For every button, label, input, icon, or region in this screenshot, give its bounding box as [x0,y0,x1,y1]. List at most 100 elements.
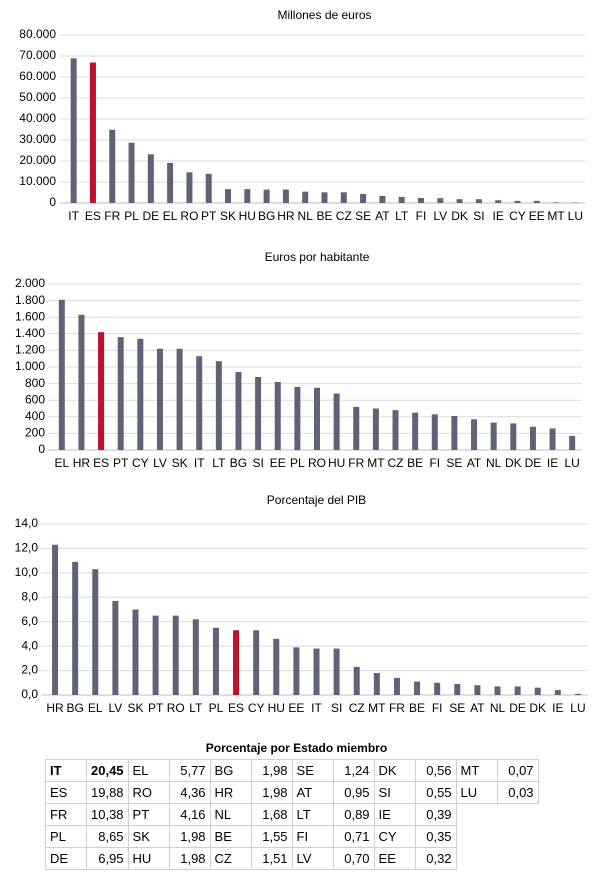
bar [253,630,260,695]
table-row: FR 10,38 PT 4,16 NL 1,68 LT 0,89 IE 0,39 [45,803,539,826]
x-tick-label: SK [220,209,236,223]
chart-title: Euros por habitante [265,250,370,264]
country-code: SI [373,781,416,804]
table-title: Porcentaje por Estado miembro [205,741,388,755]
x-tick-label: SE [449,701,465,715]
bar [156,348,163,450]
x-tick-label: FI [416,209,427,223]
y-tick-label: 2.000 [15,276,45,290]
x-tick-label: EL [163,209,178,223]
bar [132,609,139,695]
x-tick-label: PL [209,701,224,715]
bar [393,677,400,695]
bar [456,199,463,203]
bar [514,686,521,695]
x-tick-label: IT [68,209,79,223]
x-tick-label: MT [367,456,385,470]
bar [553,202,560,203]
bar [451,415,458,450]
country-code: PT [127,803,170,826]
bar [514,200,521,203]
country-code: EL [127,759,170,782]
y-tick-label: 2,0 [21,663,38,677]
x-tick-label: CZ [336,209,352,223]
bar [225,189,232,203]
x-tick-label: EL [54,456,69,470]
bar [534,687,541,695]
x-tick-label: NL [490,701,506,715]
chart-title: Porcentaje del PIB [267,493,366,507]
x-tick-label: PT [201,209,217,223]
bar [137,338,144,450]
country-code: IT [45,759,87,782]
country-code: RO [127,781,170,804]
share-value: 0,55 [414,781,457,804]
x-tick-label: MT [547,209,565,223]
share-value: 1,98 [168,847,211,870]
x-tick-label: SE [355,209,371,223]
share-value: 1,98 [168,825,211,848]
charts: Millones de euros 0 10.000 20.000 30.000 40.0… [15,8,588,715]
x-tick-label: FR [389,701,405,715]
bar [314,387,320,450]
bar [434,682,441,695]
bar [273,638,280,695]
bar [72,561,79,695]
country-code: IE [373,803,416,826]
share-value: 19,88 [86,781,129,804]
share-value: 1,55 [250,825,293,848]
share-value: 1,98 [250,781,293,804]
x-tick-label: DK [529,701,546,715]
y-tick-label: 8,0 [21,589,38,603]
x-tick-label: RO [180,209,198,223]
y-tick-label: 10.000 [19,174,56,188]
y-tick-label: 50.000 [19,90,56,104]
bar [302,191,309,203]
y-tick-label: 12,0 [15,541,39,555]
country-code: AT [291,781,334,804]
bar [89,62,96,204]
bar [412,412,419,450]
y-tick-label: 600 [25,392,45,406]
x-tick-label: EE [529,209,545,223]
bar [379,195,386,203]
bar [333,393,340,450]
x-tick-label: EL [88,701,103,715]
x-tick-label: PT [148,701,164,715]
bar [128,142,135,203]
x-tick-label: HR [73,456,91,470]
country-code: FI [291,825,334,848]
share-value: 1,68 [250,803,293,826]
x-tick-label: BG [258,209,275,223]
bar [263,189,270,203]
bar [373,673,380,695]
bar [340,192,347,203]
bar [294,386,301,450]
x-tick-label: SE [446,456,462,470]
bar [196,356,203,450]
x-tick-label: SK [172,456,188,470]
country-code: HR [209,781,252,804]
y-tick-label: 0 [49,195,56,209]
bar [474,685,481,695]
share-value: 0,35 [414,825,457,848]
bar [212,627,219,695]
country-code: BG [209,759,252,782]
bar [293,647,300,695]
x-tick-label: FI [429,456,440,470]
share-value: 10,38 [86,803,129,826]
country-code: LU [455,781,498,804]
bar [274,381,281,450]
country-code: EE [373,847,416,870]
x-tick-label: SI [473,209,484,223]
bar [70,58,77,204]
y-tick-label: 200 [25,426,45,440]
bar [117,337,124,450]
bar [471,419,478,450]
x-tick-label: HR [46,701,64,715]
bar [431,414,438,450]
x-tick-label: DE [142,209,159,223]
x-tick-label: DE [525,456,542,470]
bar [321,192,328,203]
y-tick-label: 80.000 [19,27,56,41]
